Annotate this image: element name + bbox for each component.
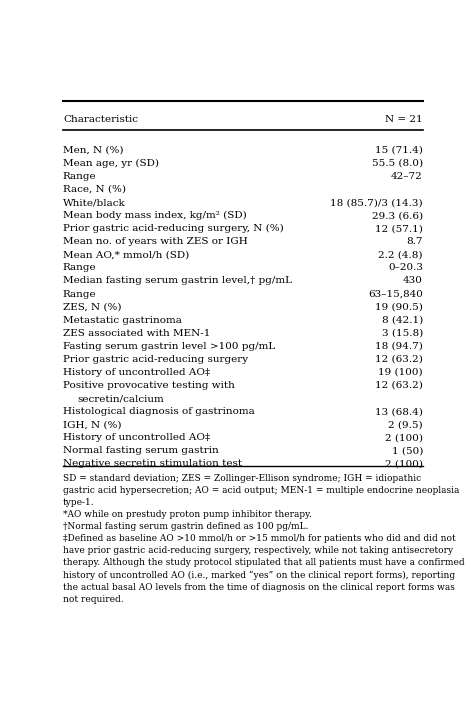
- Text: Prior gastric acid-reducing surgery: Prior gastric acid-reducing surgery: [63, 355, 248, 364]
- Text: 42–72: 42–72: [391, 172, 423, 181]
- Text: 18 (85.7)/3 (14.3): 18 (85.7)/3 (14.3): [330, 198, 423, 207]
- Text: 15 (71.4): 15 (71.4): [375, 146, 423, 155]
- Text: gastric acid hypersecretion; AO = acid output; MEN-1 = multiple endocrine neopla: gastric acid hypersecretion; AO = acid o…: [63, 486, 459, 495]
- Text: 19 (90.5): 19 (90.5): [375, 302, 423, 312]
- Text: the actual basal AO levels from the time of diagnosis on the clinical report for: the actual basal AO levels from the time…: [63, 583, 455, 592]
- Text: Characteristic: Characteristic: [63, 115, 138, 124]
- Text: 1 (50): 1 (50): [392, 447, 423, 455]
- Text: type-1.: type-1.: [63, 498, 94, 508]
- Text: Mean AO,* mmol/h (SD): Mean AO,* mmol/h (SD): [63, 250, 189, 260]
- Text: Metastatic gastrinoma: Metastatic gastrinoma: [63, 315, 182, 325]
- Text: *AO while on prestudy proton pump inhibitor therapy.: *AO while on prestudy proton pump inhibi…: [63, 510, 312, 519]
- Text: Normal fasting serum gastrin: Normal fasting serum gastrin: [63, 447, 219, 455]
- Text: history of uncontrolled AO (i.e., marked “yes” on the clinical report forms), re: history of uncontrolled AO (i.e., marked…: [63, 571, 455, 580]
- Text: Men, N (%): Men, N (%): [63, 146, 123, 155]
- Text: 12 (63.2): 12 (63.2): [375, 381, 423, 390]
- Text: †Normal fasting serum gastrin defined as 100 pg/mL.: †Normal fasting serum gastrin defined as…: [63, 522, 309, 531]
- Text: 3 (15.8): 3 (15.8): [382, 328, 423, 338]
- Text: 18 (94.7): 18 (94.7): [375, 341, 423, 351]
- Text: 55.5 (8.0): 55.5 (8.0): [372, 159, 423, 168]
- Text: Median fasting serum gastrin level,† pg/mL: Median fasting serum gastrin level,† pg/…: [63, 276, 292, 286]
- Text: Negative secretin stimulation test: Negative secretin stimulation test: [63, 460, 242, 468]
- Text: Prior gastric acid-reducing surgery, N (%): Prior gastric acid-reducing surgery, N (…: [63, 224, 283, 233]
- Text: 8.7: 8.7: [406, 237, 423, 247]
- Text: N = 21: N = 21: [385, 115, 423, 124]
- Text: Mean age, yr (SD): Mean age, yr (SD): [63, 159, 159, 168]
- Text: 12 (57.1): 12 (57.1): [375, 224, 423, 233]
- Text: not required.: not required.: [63, 594, 124, 604]
- Text: 12 (63.2): 12 (63.2): [375, 355, 423, 364]
- Text: 63–15,840: 63–15,840: [368, 289, 423, 299]
- Text: 8 (42.1): 8 (42.1): [382, 315, 423, 325]
- Text: 430: 430: [403, 276, 423, 286]
- Text: Race, N (%): Race, N (%): [63, 185, 126, 194]
- Text: 29.3 (6.6): 29.3 (6.6): [372, 211, 423, 220]
- Text: Mean body mass index, kg/m² (SD): Mean body mass index, kg/m² (SD): [63, 211, 246, 220]
- Text: have prior gastric acid-reducing surgery, respectively, while not taking antisec: have prior gastric acid-reducing surgery…: [63, 547, 453, 555]
- Text: 0–20.3: 0–20.3: [388, 263, 423, 273]
- Text: 2 (100): 2 (100): [385, 460, 423, 468]
- Text: 2.2 (4.8): 2.2 (4.8): [378, 250, 423, 260]
- Text: Fasting serum gastrin level >100 pg/mL: Fasting serum gastrin level >100 pg/mL: [63, 341, 275, 351]
- Text: ZES, N (%): ZES, N (%): [63, 302, 121, 312]
- Text: Histological diagnosis of gastrinoma: Histological diagnosis of gastrinoma: [63, 407, 255, 416]
- Text: History of uncontrolled AO‡: History of uncontrolled AO‡: [63, 434, 210, 442]
- Text: SD = standard deviation; ZES = Zollinger-Ellison syndrome; IGH = idiopathic: SD = standard deviation; ZES = Zollinger…: [63, 474, 421, 483]
- Text: Positive provocative testing with: Positive provocative testing with: [63, 381, 235, 390]
- Text: Range: Range: [63, 289, 97, 299]
- Text: White/black: White/black: [63, 198, 126, 207]
- Text: 13 (68.4): 13 (68.4): [375, 407, 423, 416]
- Text: History of uncontrolled AO‡: History of uncontrolled AO‡: [63, 368, 210, 377]
- Text: ZES associated with MEN-1: ZES associated with MEN-1: [63, 328, 210, 338]
- Text: Range: Range: [63, 263, 97, 273]
- Text: 19 (100): 19 (100): [378, 368, 423, 377]
- Text: 2 (9.5): 2 (9.5): [388, 420, 423, 429]
- Text: therapy. Although the study protocol stipulated that all patients must have a co: therapy. Although the study protocol sti…: [63, 558, 465, 568]
- Text: ‡Defined as baseline AO >10 mmol/h or >15 mmol/h for patients who did and did no: ‡Defined as baseline AO >10 mmol/h or >1…: [63, 534, 456, 543]
- Text: secretin/calcium: secretin/calcium: [78, 394, 164, 403]
- Text: 2 (100): 2 (100): [385, 434, 423, 442]
- Text: IGH, N (%): IGH, N (%): [63, 420, 121, 429]
- Text: Mean no. of years with ZES or IGH: Mean no. of years with ZES or IGH: [63, 237, 248, 247]
- Text: Range: Range: [63, 172, 97, 181]
